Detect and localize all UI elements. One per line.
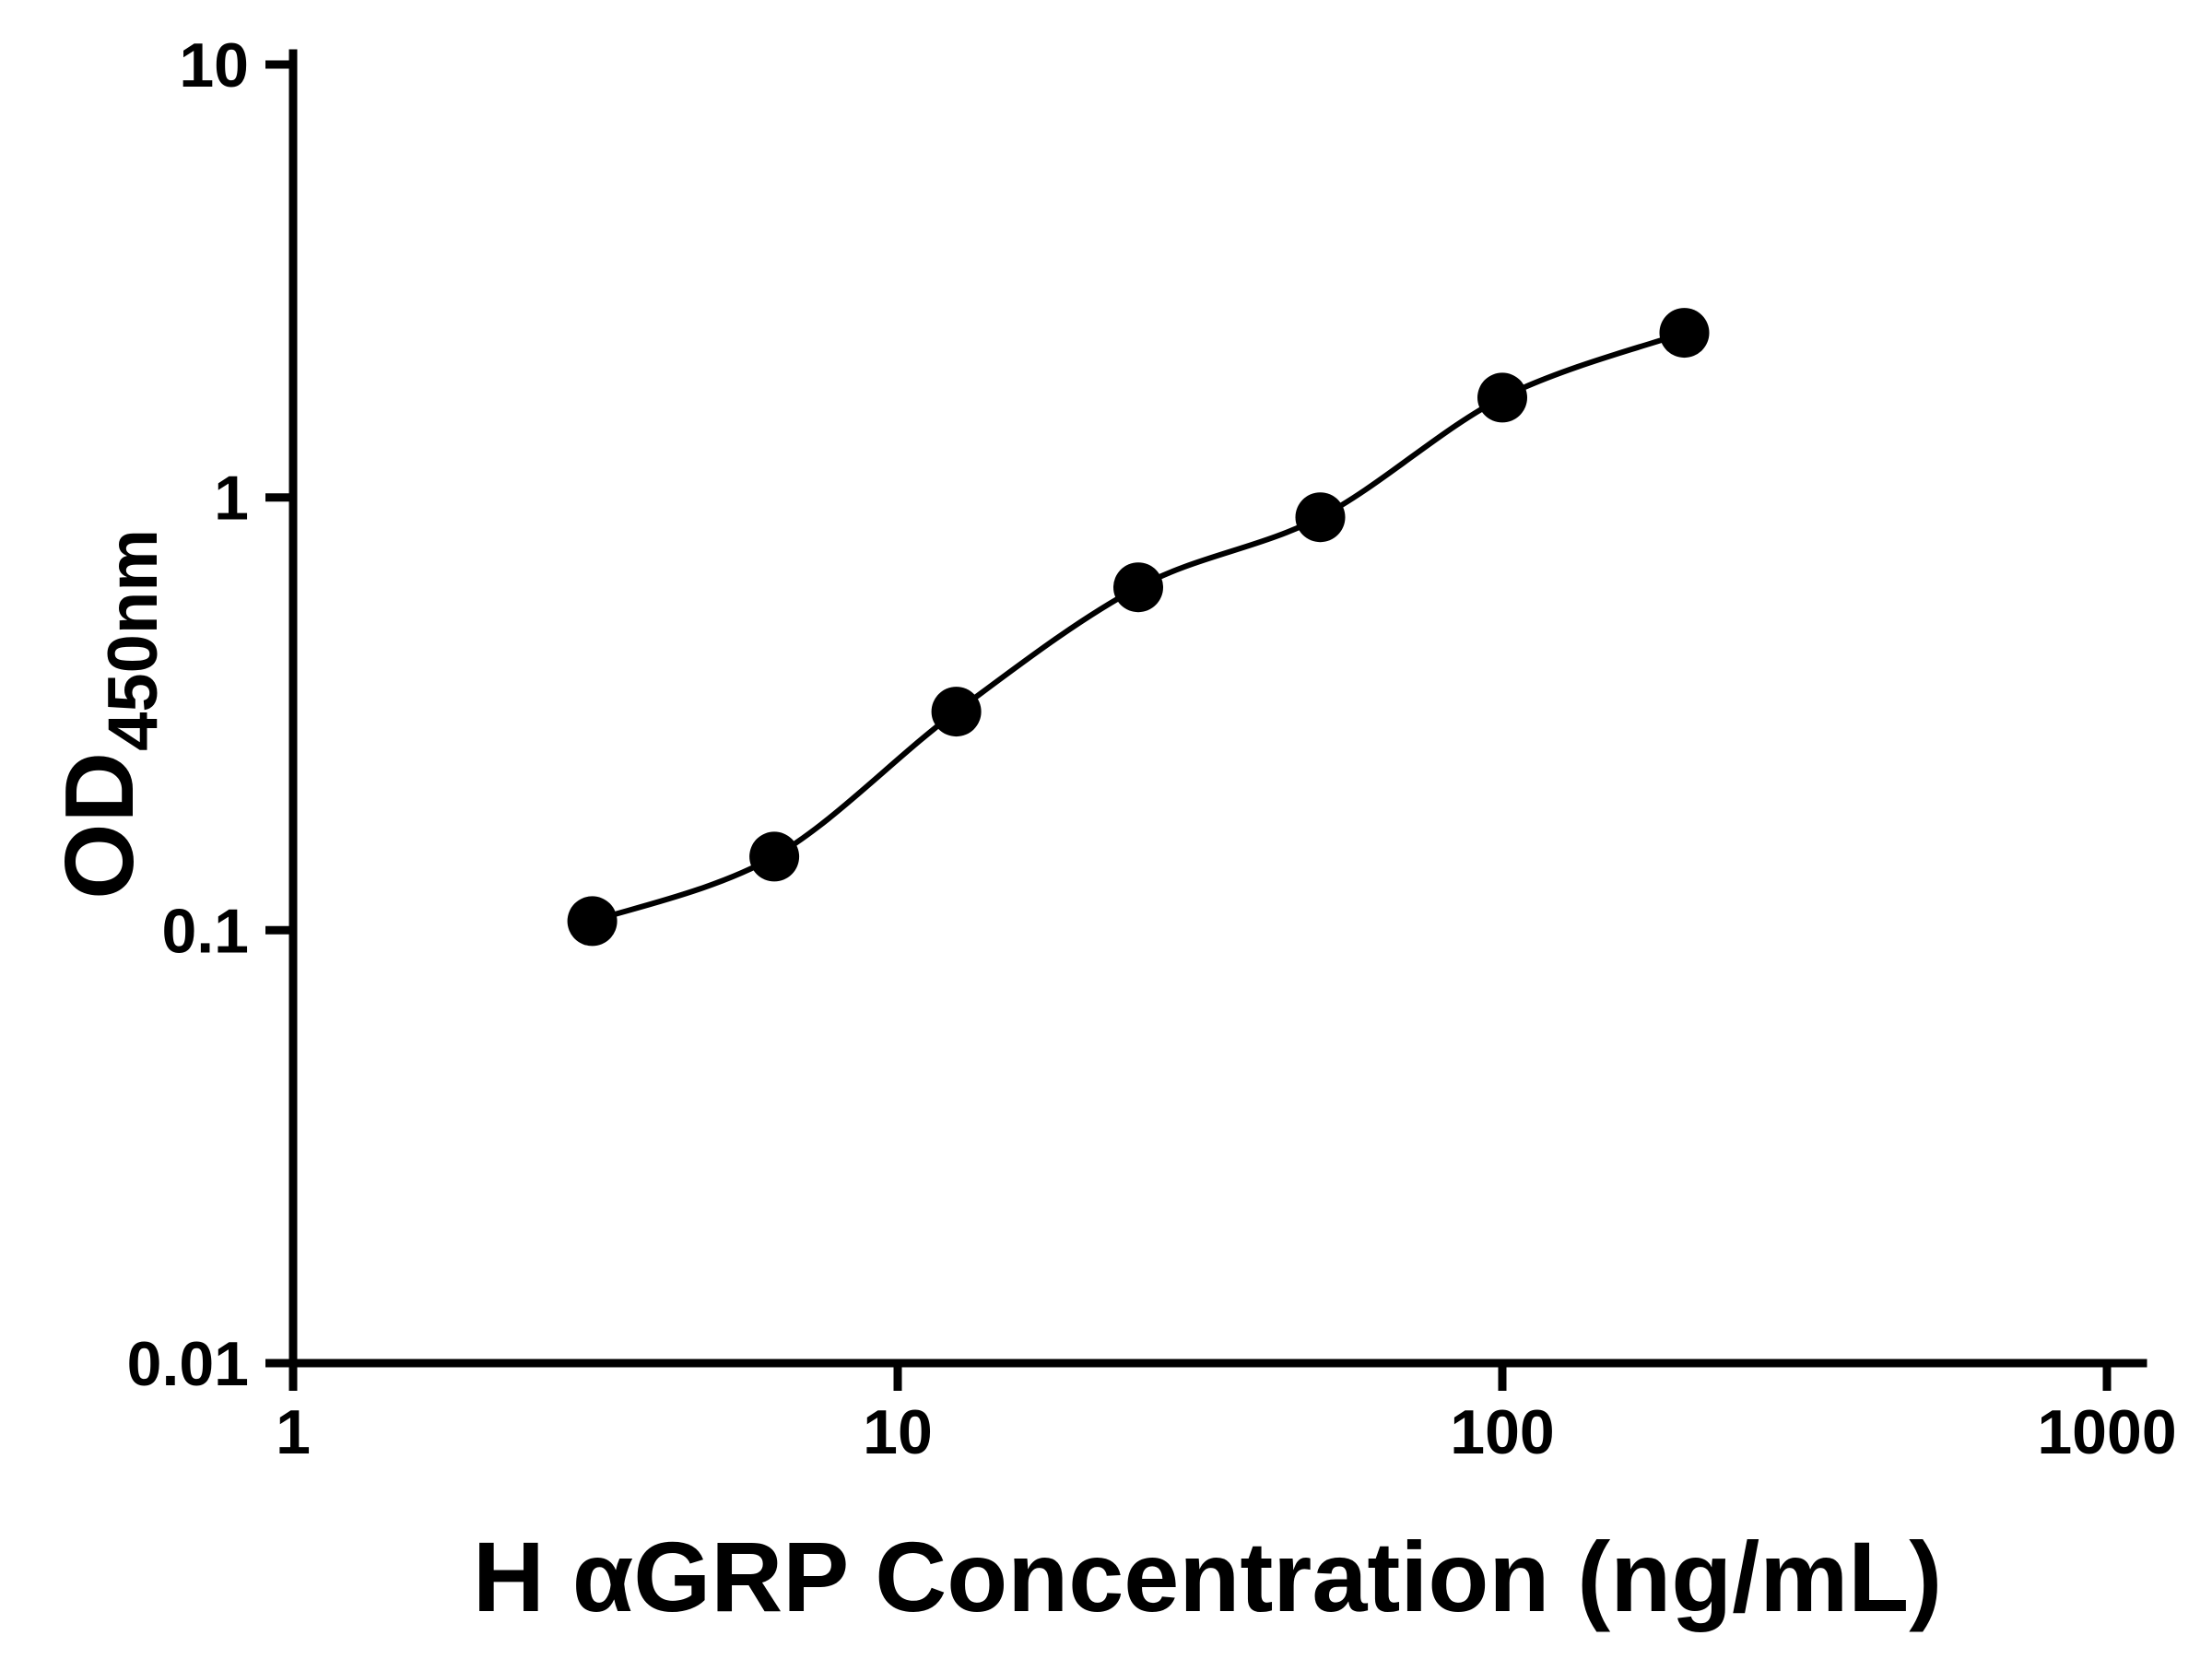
y-axis-title-subscript: 450nm — [94, 529, 172, 751]
x-tick-label: 1 — [276, 1397, 311, 1467]
data-point — [749, 831, 800, 882]
y-tick-label: 0.1 — [161, 896, 249, 966]
data-point — [1477, 372, 1527, 423]
data-point — [1295, 492, 1346, 543]
axis-line — [288, 49, 2147, 1368]
fit-curve — [589, 330, 1688, 924]
x-tick-label: 100 — [1450, 1397, 1554, 1467]
data-point — [931, 687, 982, 737]
y-axis-title: OD450nm — [44, 529, 173, 900]
x-tick-label: 10 — [863, 1397, 933, 1467]
y-tick-label: 0.01 — [127, 1329, 249, 1399]
data-point — [1659, 308, 1710, 359]
data-point — [1113, 562, 1163, 613]
x-axis-title: H αGRP Concentration (ng/mL) — [472, 1521, 1943, 1632]
y-tick-label: 1 — [214, 464, 249, 534]
data-point — [567, 896, 618, 947]
y-tick-label: 10 — [179, 30, 249, 100]
y-axis-title-main: OD — [45, 750, 154, 900]
x-tick-label: 1000 — [2037, 1397, 2176, 1467]
